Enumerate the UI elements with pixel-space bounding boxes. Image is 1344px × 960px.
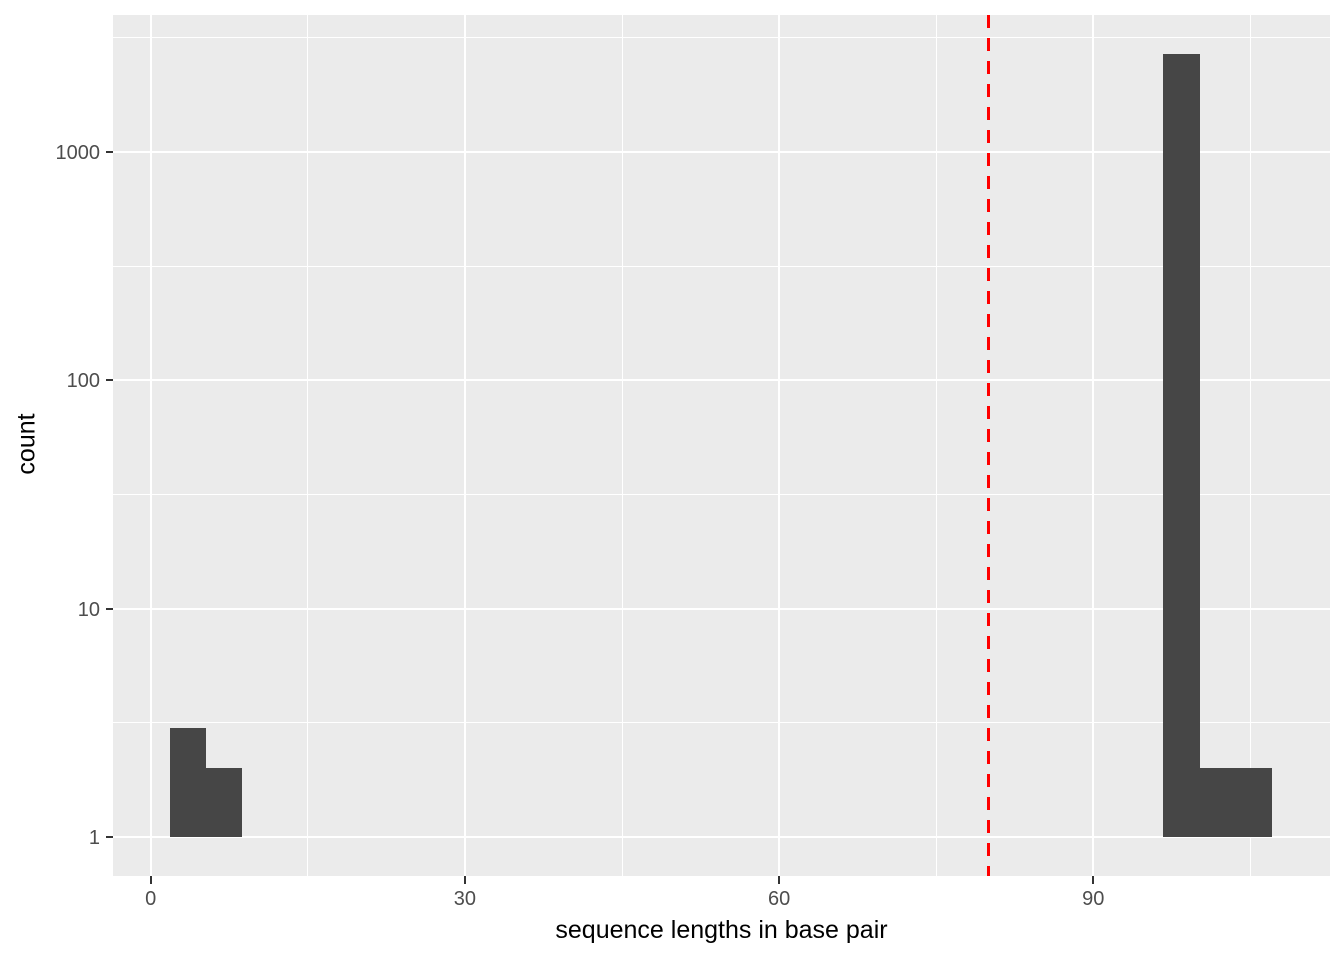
y-tick-label: 10 — [77, 598, 100, 621]
y-tick-mark — [106, 607, 113, 610]
y-tick-label: 1000 — [55, 142, 101, 165]
histogram-bar — [169, 728, 206, 838]
gridline-y-minor — [113, 265, 1330, 267]
gridline-x-minor — [1249, 15, 1251, 876]
x-tick-mark — [463, 876, 466, 884]
y-tick-mark — [106, 151, 113, 154]
gridline-y-minor — [113, 37, 1330, 39]
gridline-y-major — [113, 151, 1330, 154]
gridline-x-major — [149, 15, 152, 876]
gridline-y-minor — [113, 722, 1330, 724]
gridline-y-major — [113, 607, 1330, 610]
x-tick-label: 30 — [453, 888, 477, 910]
gridline-x-minor — [935, 15, 937, 876]
y-tick-label: 100 — [66, 370, 100, 393]
histogram-bar — [1163, 53, 1200, 838]
y-tick-mark — [106, 379, 113, 382]
x-tick-mark — [778, 876, 781, 884]
gridline-y-major — [113, 836, 1330, 839]
gridline-x-minor — [307, 15, 309, 876]
gridline-x-major — [463, 15, 466, 876]
y-tick-label: 1 — [88, 827, 100, 850]
gridline-y-major — [113, 379, 1330, 382]
x-tick-mark — [1092, 876, 1095, 884]
y-tick-mark — [106, 836, 113, 839]
gridline-y-minor — [113, 494, 1330, 496]
x-tick-label: 90 — [1082, 888, 1105, 910]
x-tick-label: 0 — [145, 888, 157, 910]
plot-panel — [113, 15, 1330, 876]
gridline-x-major — [1092, 15, 1095, 876]
x-tick-label: 60 — [767, 888, 791, 910]
gridline-x-major — [778, 15, 781, 876]
histogram-bar — [1235, 768, 1272, 838]
gridline-x-minor — [621, 15, 623, 876]
y-axis-title: count — [12, 413, 41, 475]
x-axis-title: sequence lengths in base pair — [555, 916, 888, 944]
threshold-line — [987, 15, 991, 876]
x-tick-mark — [149, 876, 152, 884]
histogram-bar — [205, 768, 242, 838]
histogram-bar — [1199, 768, 1236, 838]
